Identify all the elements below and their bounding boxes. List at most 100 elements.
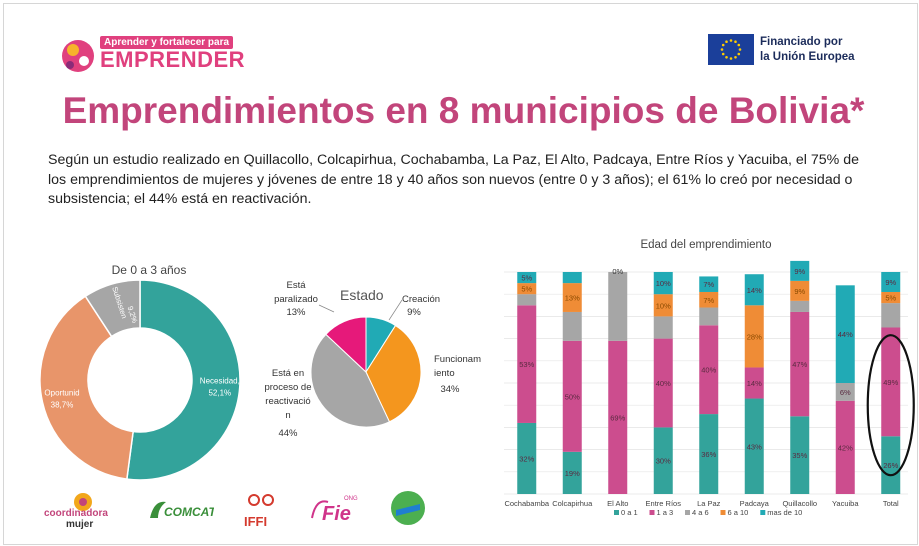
legend-swatch: [720, 510, 726, 515]
bar-segment: [517, 283, 537, 295]
estado-leader: [318, 304, 335, 313]
donut-title: De 0 a 3 años: [112, 263, 187, 277]
bar-segment: [699, 414, 719, 494]
bar-segment: [744, 305, 764, 368]
bar-value-label: 28%: [747, 332, 762, 341]
eu-star-icon: [720, 48, 724, 51]
bar-value-label: 9%: [885, 278, 896, 287]
bar-category-label: El Alto: [607, 499, 628, 508]
coordinadora-logo: coordinadora mujer: [38, 488, 128, 530]
bar-segment: [562, 451, 582, 494]
coordinadora-line2: mujer: [66, 519, 93, 530]
bar-value-label: 40%: [701, 366, 716, 375]
bar-category-label: Yacuiba: [832, 499, 859, 508]
bar-value-label: 30%: [656, 457, 671, 466]
bar-value-label: 7%: [703, 296, 714, 305]
bar-value-label: 5%: [521, 274, 532, 283]
bar-segment: [699, 291, 719, 308]
estado-label: Creación: [402, 294, 440, 305]
bar-segment: [653, 316, 673, 339]
estado-label: n: [285, 410, 290, 421]
bar-segment: [790, 416, 810, 494]
bar-category-label: La Paz: [697, 499, 721, 508]
bar-segment: [699, 276, 719, 292]
estado-label: Está en: [272, 368, 304, 379]
bar-segment: [653, 427, 673, 494]
bar-value-label: 44%: [838, 330, 853, 339]
bar-segment: [881, 291, 901, 304]
green-org-logo: [388, 488, 428, 530]
eu-star-icon: [737, 52, 741, 56]
eu-star-icon: [734, 55, 737, 59]
estado-pct: 13%: [286, 307, 306, 318]
estado-label: iento: [434, 368, 455, 379]
bar-segment: [608, 340, 628, 494]
bar-segment: [653, 294, 673, 317]
bar-value-label: 7%: [703, 280, 714, 289]
coordinadora-line1: coordinadora: [44, 508, 108, 519]
bar-value-label: 14%: [747, 379, 762, 388]
bar-value-label: 43%: [747, 442, 762, 451]
legend-label: 1 a 3: [657, 508, 674, 517]
bar-category-label: Total: [883, 499, 899, 508]
estado-label: Funcionam: [434, 354, 481, 365]
eu-star-icon: [729, 57, 733, 60]
bar-segment: [562, 272, 582, 284]
bar-value-label: 49%: [883, 378, 898, 387]
emprender-logo: Aprender y fortalecer para EMPRENDER: [58, 35, 245, 75]
donut-chart: De 0 a 3 años Necesidad, 52,1% Oportunid 38,…: [39, 263, 241, 481]
bar-segment: [835, 285, 855, 383]
bar-segment: [881, 436, 901, 494]
legend-swatch: [649, 510, 655, 515]
emprender-logo-icon: [62, 40, 94, 72]
eu-star-icon: [721, 52, 725, 56]
bar-value-label: 36%: [701, 450, 716, 459]
bar-value-label: 9%: [794, 287, 805, 296]
bar-value-label: 40%: [656, 379, 671, 388]
bar-value-label: 47%: [792, 360, 807, 369]
donut-slice: [39, 295, 135, 480]
eu-star-icon: [725, 40, 728, 44]
estado-pct: 34%: [440, 384, 460, 395]
fie-logo: Fie ONG: [308, 488, 368, 530]
bar-segment: [699, 325, 719, 415]
eu-star-icon: [729, 39, 733, 42]
bar-value-label: 19%: [565, 469, 580, 478]
intro-paragraph: Según un estudio realizado en Quillacoll…: [48, 152, 860, 207]
bar-segment: [517, 422, 537, 494]
total-highlight-circle: [866, 334, 915, 477]
eu-star-icon: [734, 40, 737, 44]
legend-label: 6 a 10: [728, 508, 749, 517]
donut-slice: [126, 279, 241, 481]
bar-segment: [744, 274, 764, 306]
estado-label: paralizado: [274, 294, 318, 305]
donut-slice: [84, 279, 141, 338]
bar-value-label: 10%: [656, 279, 671, 288]
bar-segment: [835, 383, 855, 401]
comcat-text: COMCAT: [164, 505, 214, 519]
estado-slice: [365, 324, 422, 423]
estado-label: Está: [286, 280, 306, 291]
bar-value-label: 6%: [840, 388, 851, 397]
eu-star-icon: [738, 48, 742, 51]
legend-swatch: [685, 510, 690, 515]
bar-segment: [562, 283, 582, 312]
bar-category-label: Quillacollo: [782, 499, 817, 508]
bar-value-label: 0%: [612, 267, 623, 276]
bar-value-label: 26%: [883, 461, 898, 470]
bar-value-label: 69%: [610, 413, 625, 422]
bar-value-label: 32%: [519, 454, 534, 463]
bar-segment: [608, 272, 628, 341]
bar-segment: [790, 300, 810, 312]
iffi-text: IFFI: [244, 514, 267, 529]
bar-segment: [653, 272, 673, 295]
fie-text: Fie: [322, 503, 351, 525]
estado-slice: [310, 333, 391, 428]
bar-value-label: 10%: [656, 301, 671, 310]
bar-segment: [699, 307, 719, 326]
eu-text-line1: Financiado por: [760, 36, 843, 48]
fie-sup: ONG: [344, 496, 358, 502]
bar-value-label: 14%: [747, 286, 762, 295]
bar-category-label: Padcaya: [740, 499, 770, 508]
bar-segment: [744, 367, 764, 399]
